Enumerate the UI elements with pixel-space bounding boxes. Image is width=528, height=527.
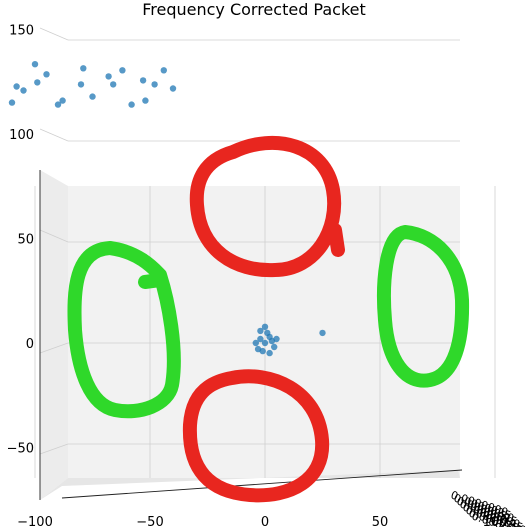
- scatter-point: [59, 97, 66, 104]
- scatter-point: [257, 335, 264, 343]
- green-circle-annotation: [67, 241, 181, 419]
- x-tick-label: 100: [483, 515, 508, 527]
- scatter-point: [43, 71, 50, 78]
- hand-drawn-annotations: [67, 135, 470, 503]
- scatter-point: [259, 347, 266, 355]
- x-tick-label: −100: [17, 515, 53, 527]
- scatter-point: [128, 101, 135, 108]
- x-tick-label: 50: [372, 515, 389, 527]
- scatter-point: [34, 79, 41, 86]
- scatter-point: [151, 81, 158, 88]
- side-grid-line: [39, 443, 69, 455]
- x-axis-spine: [61, 469, 463, 499]
- scatter-point: [110, 81, 117, 88]
- scatter-point: [169, 85, 177, 92]
- x-tick-label: −50: [136, 515, 163, 527]
- scatter-point: [257, 327, 264, 335]
- scatter-point: [13, 83, 20, 90]
- side-grid-line: [39, 27, 69, 41]
- axis-panes: [40, 170, 460, 500]
- side-grid-line: [39, 229, 69, 243]
- red-circle-annotation: [182, 369, 330, 503]
- scatter-point: [266, 349, 273, 357]
- scatter-point: [119, 67, 126, 74]
- side-grid-line: [39, 128, 69, 142]
- scatter-point: [89, 93, 96, 100]
- scatter-point: [160, 67, 167, 74]
- scatter-point: [319, 329, 326, 337]
- scatter-point: [80, 65, 87, 72]
- side-grid-line: [39, 342, 69, 354]
- scatter-point: [77, 81, 85, 88]
- red-circle-annotation: [189, 135, 345, 278]
- left-pane: [40, 170, 68, 500]
- scatter-point: [54, 101, 62, 108]
- scatter-point: [271, 343, 278, 351]
- y-tick-label: 150: [9, 24, 34, 39]
- scatter-point: [252, 339, 259, 347]
- y-tick-label: 0: [26, 337, 34, 352]
- scatter-point: [139, 77, 147, 84]
- green-circle-annotation: [377, 225, 470, 388]
- y-tick-label: 50: [17, 233, 34, 248]
- y-tick-label: 100: [9, 128, 34, 143]
- scatter-point: [8, 99, 16, 106]
- scatter-point: [261, 339, 269, 347]
- scatter-point: [261, 323, 269, 330]
- data-points: [8, 60, 326, 357]
- x-tick-label: 0: [261, 515, 269, 527]
- scatter-point: [31, 60, 39, 68]
- scatter-point: [20, 87, 27, 94]
- y-tick-label: −50: [7, 442, 34, 457]
- scatter-point: [105, 73, 112, 80]
- scatter-point: [264, 329, 271, 337]
- scatter-point: [142, 97, 149, 104]
- scatter-point: [273, 335, 280, 343]
- chart-title: Frequency Corrected Packet: [142, 0, 366, 19]
